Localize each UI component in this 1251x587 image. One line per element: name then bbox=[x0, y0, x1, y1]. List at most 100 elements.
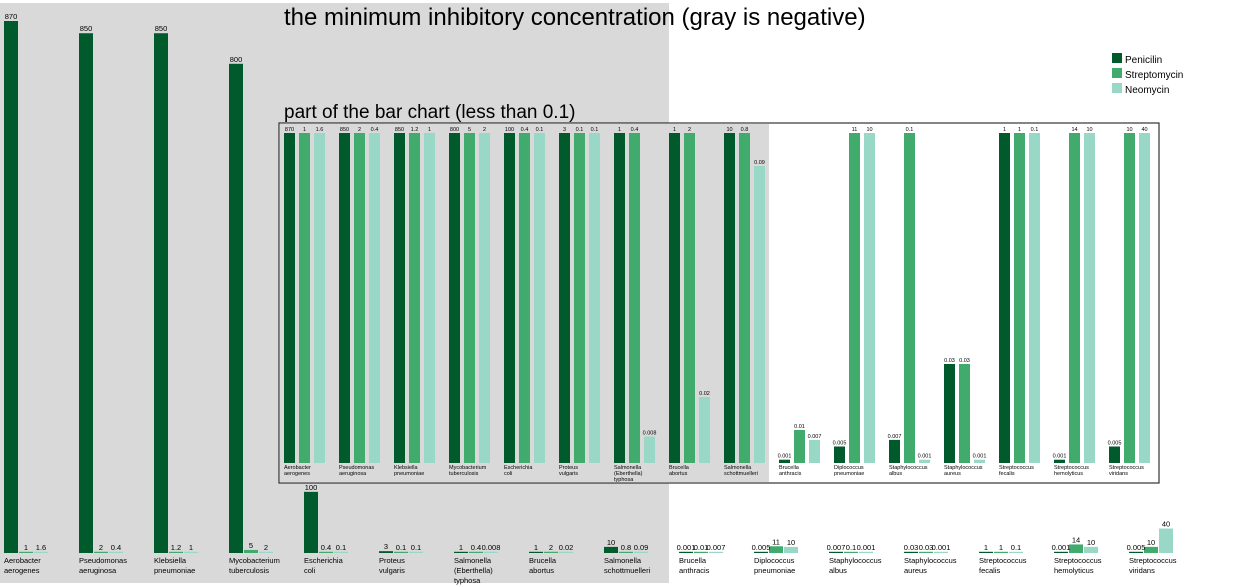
bar-streptomycin-proteus-vulgaris bbox=[394, 551, 408, 553]
value-label-penicilin-salmonella-eberthella-typhosa: 1 bbox=[459, 543, 463, 552]
inset-category-label-salmonella-schottmuelleri-line-2: schottmuelleri bbox=[724, 471, 758, 477]
bar-penicilin-aerobacter-aerogenes bbox=[4, 21, 18, 553]
inset-value-label-streptomycin-staphylococcus-aureus: 0.03 bbox=[959, 358, 970, 364]
category-label-diplococcus-pneumoniae-line-2: pneumoniae bbox=[754, 566, 795, 575]
inset-value-label-penicilin-staphylococcus-aureus: 0.03 bbox=[944, 358, 955, 364]
inset-bar-streptomycin-mycobacterium-tuberculosis bbox=[464, 133, 475, 463]
value-label-penicilin-brucella-anthracis: 0.001 bbox=[677, 543, 696, 552]
value-label-neomycin-brucella-abortus: 0.02 bbox=[559, 543, 574, 552]
bar-penicilin-klebsiella-pneumoniae bbox=[154, 33, 168, 554]
bar-streptomycin-brucella-abortus bbox=[544, 551, 558, 553]
category-label-streptococcus-hemolyticus-line-2: hemolyticus bbox=[1054, 566, 1094, 575]
inset-value-label-neomycin-salmonella-schottmuelleri: 0.09 bbox=[754, 160, 765, 166]
inset-category-label-escherichia-coli-line-1: Escherichia bbox=[504, 465, 533, 471]
category-label-brucella-abortus-line-1: Brucella bbox=[529, 556, 557, 565]
value-label-penicilin-escherichia-coli: 100 bbox=[305, 483, 318, 492]
value-label-penicilin-brucella-abortus: 1 bbox=[534, 543, 538, 552]
inset-value-label-penicilin-aerobacter-aerogenes: 870 bbox=[285, 127, 294, 133]
value-label-penicilin-staphylococcus-albus: 0.007 bbox=[827, 543, 846, 552]
value-label-streptomycin-streptococcus-hemolyticus: 14 bbox=[1072, 535, 1080, 544]
value-label-streptomycin-escherichia-coli: 0.4 bbox=[321, 543, 331, 552]
inset-value-label-penicilin-salmonella-eberthella-typhosa: 1 bbox=[618, 127, 621, 133]
inset-value-label-streptomycin-streptococcus-fecalis: 1 bbox=[1018, 127, 1021, 133]
value-label-streptomycin-pseudomonas-aeruginosa: 2 bbox=[99, 543, 103, 552]
category-label-streptococcus-hemolyticus-line-1: Streptococcus bbox=[1054, 556, 1102, 565]
inset-bar-neomycin-salmonella-schottmuelleri bbox=[754, 166, 765, 463]
category-label-salmonella-eberthella-typhosa-line-2: (Eberthella) bbox=[454, 566, 493, 575]
inset-bar-neomycin-aerobacter-aerogenes bbox=[314, 133, 325, 463]
inset-category-label-aerobacter-aerogenes-line-1: Aerobacter bbox=[284, 465, 311, 471]
bar-streptomycin-salmonella-schottmuelleri bbox=[619, 551, 633, 553]
inset-bar-streptomycin-brucella-abortus bbox=[684, 133, 695, 463]
main-bars bbox=[4, 21, 1173, 554]
bar-streptomycin-staphylococcus-aureus bbox=[919, 551, 933, 553]
inset-category-label-staphylococcus-albus-line-2: albus bbox=[889, 471, 902, 477]
inset-category-label-streptococcus-viridans-line-1: Streptococcus bbox=[1109, 465, 1144, 471]
inset-bar-streptomycin-escherichia-coli bbox=[519, 133, 530, 463]
inset-value-label-neomycin-diplococcus-pneumoniae: 10 bbox=[866, 127, 872, 133]
bar-streptomycin-staphylococcus-albus bbox=[844, 551, 858, 553]
inset-border bbox=[278, 122, 1160, 484]
value-label-streptomycin-streptococcus-viridans: 10 bbox=[1147, 538, 1155, 547]
bar-streptomycin-brucella-anthracis bbox=[694, 551, 708, 553]
bar-penicilin-mycobacterium-tuberculosis bbox=[229, 63, 243, 553]
bar-penicilin-brucella-anthracis bbox=[679, 551, 693, 553]
bar-streptomycin-streptococcus-fecalis bbox=[994, 551, 1008, 553]
bar-neomycin-brucella-abortus bbox=[559, 551, 573, 553]
inset-bar-streptomycin-brucella-anthracis bbox=[794, 430, 805, 463]
value-label-streptomycin-staphylococcus-albus: 0.1 bbox=[846, 543, 856, 552]
category-label-streptococcus-viridans-line-1: Streptococcus bbox=[1129, 556, 1177, 565]
inset-value-label-penicilin-proteus-vulgaris: 3 bbox=[563, 127, 566, 133]
inset-bar-penicilin-mycobacterium-tuberculosis bbox=[449, 133, 460, 463]
inset-bar-penicilin-salmonella-schottmuelleri bbox=[724, 133, 735, 463]
bar-neomycin-salmonella-schottmuelleri bbox=[634, 551, 648, 553]
inset-value-label-streptomycin-diplococcus-pneumoniae: 11 bbox=[852, 127, 858, 133]
inset-category-label-salmonella-eberthella-typhosa-line-2: (Eberthella) bbox=[614, 471, 643, 477]
inset-category-label-pseudomonas-aeruginosa-line-2: aeruginosa bbox=[339, 471, 367, 477]
bar-neomycin-aerobacter-aerogenes bbox=[34, 551, 48, 553]
inset-category-label-brucella-anthracis-line-2: anthracis bbox=[779, 471, 802, 477]
inset-bar-streptomycin-pseudomonas-aeruginosa bbox=[354, 133, 365, 463]
inset-value-label-streptomycin-brucella-anthracis: 0.01 bbox=[794, 424, 805, 430]
legend-label-penicilin: Penicilin bbox=[1125, 55, 1162, 66]
category-label-proteus-vulgaris-line-2: vulgaris bbox=[379, 566, 405, 575]
category-label-staphylococcus-aureus-line-1: Staphylococcus bbox=[904, 556, 957, 565]
category-label-staphylococcus-aureus-line-2: aureus bbox=[904, 566, 927, 575]
inset-value-label-neomycin-mycobacterium-tuberculosis: 2 bbox=[483, 127, 486, 133]
legend: Penicilin Streptomycin Neomycin bbox=[1112, 53, 1183, 96]
inset-bar-penicilin-pseudomonas-aeruginosa bbox=[339, 133, 350, 463]
category-label-salmonella-eberthella-typhosa-line-3: typhosa bbox=[454, 576, 481, 585]
value-label-penicilin-diplococcus-pneumoniae: 0.005 bbox=[752, 543, 771, 552]
value-label-streptomycin-streptococcus-fecalis: 1 bbox=[999, 543, 1003, 552]
category-label-staphylococcus-albus-line-1: Staphylococcus bbox=[829, 556, 882, 565]
inset-bar-neomycin-streptococcus-fecalis bbox=[1029, 133, 1040, 463]
value-label-streptomycin-brucella-anthracis: 0.01 bbox=[694, 543, 709, 552]
bar-penicilin-streptococcus-fecalis bbox=[979, 551, 993, 553]
inset-bar-streptomycin-staphylococcus-albus bbox=[904, 133, 915, 463]
inset-bar-streptomycin-diplococcus-pneumoniae bbox=[849, 133, 860, 463]
value-label-penicilin-staphylococcus-aureus: 0.03 bbox=[904, 543, 919, 552]
value-label-penicilin-mycobacterium-tuberculosis: 800 bbox=[230, 55, 243, 64]
bar-streptomycin-streptococcus-hemolyticus bbox=[1069, 544, 1083, 553]
bar-neomycin-pseudomonas-aeruginosa bbox=[109, 551, 123, 553]
inset-value-label-neomycin-staphylococcus-aureus: 0.001 bbox=[973, 454, 987, 460]
category-label-staphylococcus-albus-line-2: albus bbox=[829, 566, 847, 575]
value-label-penicilin-proteus-vulgaris: 3 bbox=[384, 542, 388, 551]
inset-bar-neomycin-diplococcus-pneumoniae bbox=[864, 133, 875, 463]
inset-category-label-escherichia-coli-line-2: coli bbox=[504, 471, 512, 477]
bar-penicilin-proteus-vulgaris bbox=[379, 551, 393, 553]
inset-category-label-streptococcus-fecalis-line-1: Streptococcus bbox=[999, 465, 1034, 471]
inset-value-label-streptomycin-aerobacter-aerogenes: 1 bbox=[303, 127, 306, 133]
value-label-streptomycin-aerobacter-aerogenes: 1 bbox=[24, 543, 28, 552]
inset-value-label-neomycin-streptococcus-viridans: 40 bbox=[1141, 127, 1147, 133]
value-label-streptomycin-staphylococcus-aureus: 0.03 bbox=[919, 543, 934, 552]
bar-streptomycin-aerobacter-aerogenes bbox=[19, 551, 33, 553]
bar-penicilin-staphylococcus-aureus bbox=[904, 551, 918, 553]
inset-bar-neomycin-streptococcus-viridans bbox=[1139, 133, 1150, 463]
inset-bar-penicilin-staphylococcus-albus bbox=[889, 439, 900, 463]
category-label-streptococcus-fecalis-line-2: fecalis bbox=[979, 566, 1001, 575]
category-label-pseudomonas-aeruginosa-line-2: aeruginosa bbox=[79, 566, 117, 575]
bar-neomycin-staphylococcus-aureus bbox=[934, 551, 948, 553]
inset-bar-penicilin-brucella-abortus bbox=[669, 133, 680, 463]
